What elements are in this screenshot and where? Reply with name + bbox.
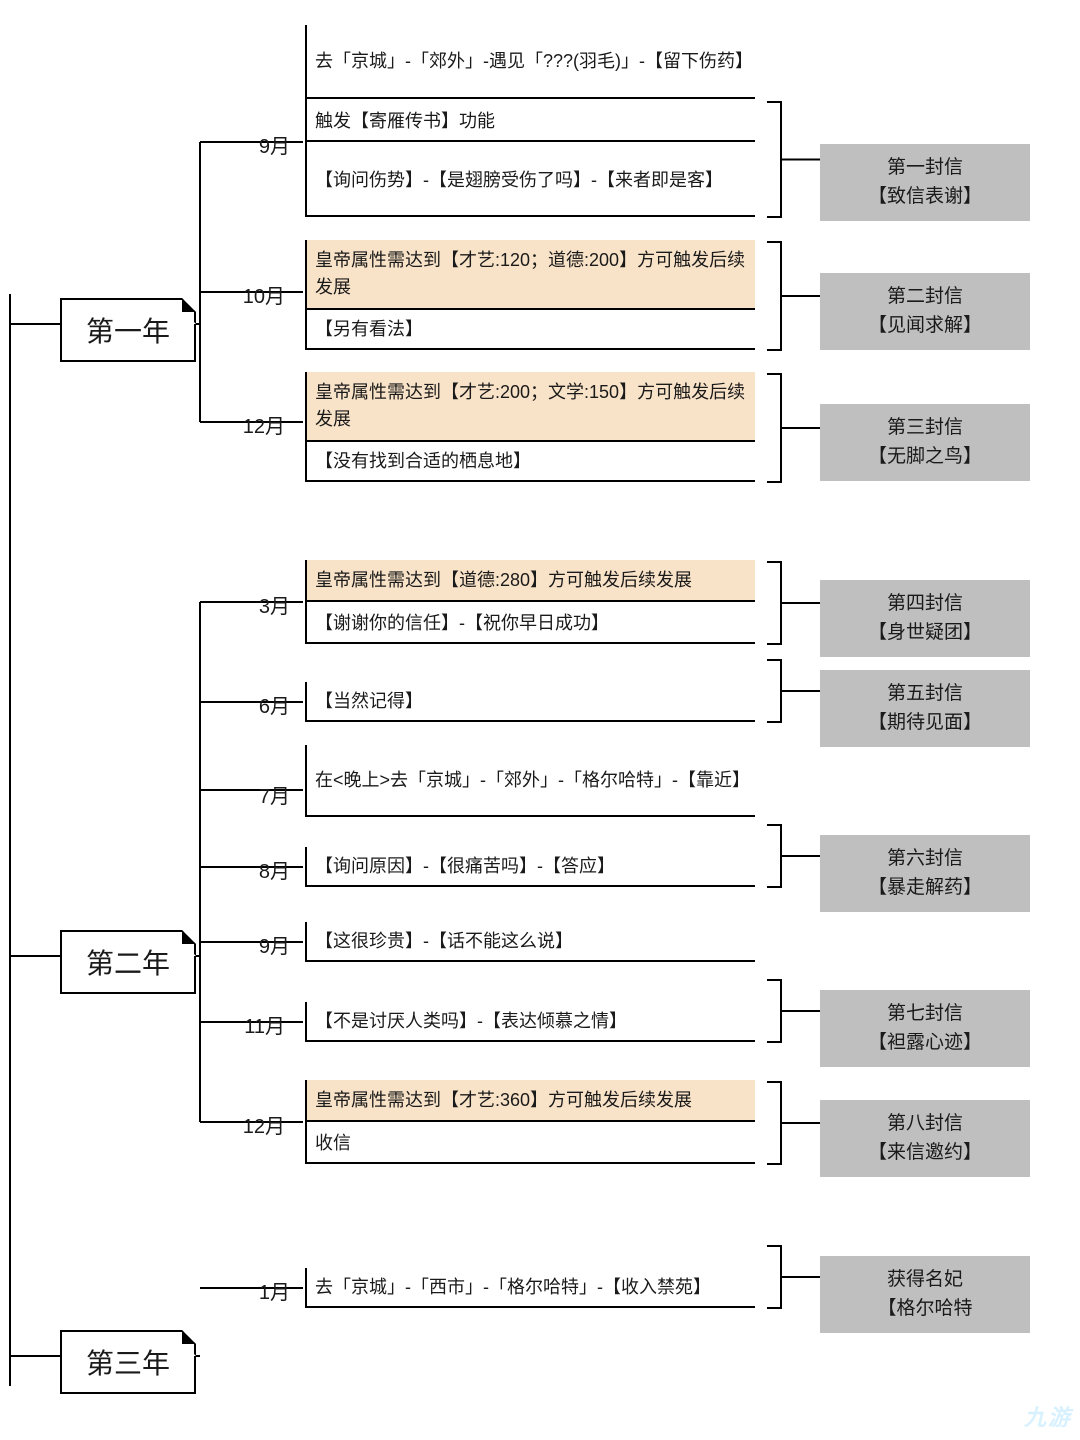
letter-subtitle: 【暴走解药】 (828, 874, 1022, 903)
watermark: 九游 (1024, 1400, 1072, 1432)
year-label: 第三年 (86, 1348, 170, 1379)
cell-text: 皇帝属性需达到【道德:280】方可触发后续发展 (315, 567, 692, 594)
letter-title: 第五封信 (828, 680, 1022, 709)
month-label: 6月 (240, 690, 290, 719)
letter-subtitle: 【袒露心迹】 (828, 1029, 1022, 1058)
cell-text: 去「京城」-「西市」-「格尔哈特」-【收入禁苑】 (315, 1274, 711, 1301)
cell-text: 皇帝属性需达到【才艺:120；道德:200】方可触发后续发展 (315, 247, 749, 301)
cell-text: 【谢谢你的信任】-【祝你早日成功】 (315, 610, 609, 637)
letter-box: 第八封信【来信邀约】 (820, 1100, 1030, 1177)
step-cell: 【询问伤势】-【是翅膀受伤了吗】-【来者即是客】 (305, 145, 755, 217)
month-label: 3月 (240, 590, 290, 619)
step-cell: 去「京城」-「郊外」-遇见「???(羽毛)」-【留下伤药】 (305, 25, 755, 99)
folded-corner-icon (182, 298, 196, 312)
letter-box: 第七封信【袒露心迹】 (820, 990, 1030, 1067)
letter-subtitle: 【见闻求解】 (828, 312, 1022, 341)
letter-title: 第六封信 (828, 845, 1022, 874)
letter-subtitle: 【格尔哈特 (828, 1295, 1022, 1324)
month-label: 9月 (240, 130, 290, 159)
step-cell: 【谢谢你的信任】-【祝你早日成功】 (305, 604, 755, 644)
step-cell: 去「京城」-「西市」-「格尔哈特」-【收入禁苑】 (305, 1268, 755, 1308)
letter-title: 第八封信 (828, 1110, 1022, 1139)
cell-text: 【询问伤势】-【是翅膀受伤了吗】-【来者即是客】 (315, 167, 723, 194)
year-label: 第一年 (86, 316, 170, 347)
month-label: 8月 (240, 855, 290, 884)
month-label: 12月 (235, 1110, 285, 1139)
year-box: 第二年 (60, 930, 196, 994)
letter-subtitle: 【无脚之鸟】 (828, 443, 1022, 472)
cell-text: 在<晚上>去「京城」-「郊外」-「格尔哈特」-【靠近】 (315, 767, 749, 794)
step-cell: 【另有看法】 (305, 310, 755, 350)
year-box: 第一年 (60, 298, 196, 362)
letter-box: 第四封信【身世疑团】 (820, 580, 1030, 657)
cell-text: 皇帝属性需达到【才艺:360】方可触发后续发展 (315, 1087, 692, 1114)
letter-subtitle: 【致信表谢】 (828, 183, 1022, 212)
year-label: 第二年 (86, 948, 170, 979)
letter-title: 第二封信 (828, 283, 1022, 312)
month-label: 7月 (240, 780, 290, 809)
folded-corner-icon (182, 930, 196, 944)
step-cell: 触发【寄雁传书】功能 (305, 102, 755, 142)
requirement-cell: 皇帝属性需达到【才艺:360】方可触发后续发展 (305, 1080, 755, 1122)
step-cell: 【这很珍贵】-【话不能这么说】 (305, 922, 755, 962)
letter-box: 第六封信【暴走解药】 (820, 835, 1030, 912)
cell-text: 收信 (315, 1130, 351, 1157)
letter-box: 第二封信【见闻求解】 (820, 273, 1030, 350)
letter-subtitle: 【期待见面】 (828, 709, 1022, 738)
letter-title: 获得名妃 (828, 1266, 1022, 1295)
month-label: 10月 (235, 280, 285, 309)
cell-text: 【这很珍贵】-【话不能这么说】 (315, 928, 573, 955)
cell-text: 【不是讨厌人类吗】-【表达倾慕之情】 (315, 1008, 627, 1035)
letter-subtitle: 【身世疑团】 (828, 619, 1022, 648)
step-cell: 【询问原因】-【很痛苦吗】-【答应】 (305, 847, 755, 887)
folded-corner-icon (182, 1330, 196, 1344)
letter-box: 第五封信【期待见面】 (820, 670, 1030, 747)
month-label: 9月 (240, 930, 290, 959)
step-cell: 【当然记得】 (305, 682, 755, 722)
requirement-cell: 皇帝属性需达到【才艺:120；道德:200】方可触发后续发展 (305, 240, 755, 310)
cell-text: 【询问原因】-【很痛苦吗】-【答应】 (315, 853, 615, 880)
cell-text: 【当然记得】 (315, 688, 423, 715)
letter-box: 第三封信【无脚之鸟】 (820, 404, 1030, 481)
month-label: 1月 (240, 1276, 290, 1305)
step-cell: 【没有找到合适的栖息地】 (305, 442, 755, 482)
letter-box: 获得名妃【格尔哈特 (820, 1256, 1030, 1333)
letter-title: 第四封信 (828, 590, 1022, 619)
letter-title: 第七封信 (828, 1000, 1022, 1029)
letter-title: 第一封信 (828, 154, 1022, 183)
step-cell: 在<晚上>去「京城」-「郊外」-「格尔哈特」-【靠近】 (305, 745, 755, 817)
letter-subtitle: 【来信邀约】 (828, 1139, 1022, 1168)
letter-box: 第一封信【致信表谢】 (820, 144, 1030, 221)
month-label: 11月 (235, 1010, 285, 1039)
cell-text: 皇帝属性需达到【才艺:200；文学:150】方可触发后续发展 (315, 379, 749, 433)
letter-title: 第三封信 (828, 414, 1022, 443)
step-cell: 收信 (305, 1124, 755, 1164)
year-box: 第三年 (60, 1330, 196, 1394)
cell-text: 【另有看法】 (315, 316, 423, 343)
month-label: 12月 (235, 410, 285, 439)
requirement-cell: 皇帝属性需达到【道德:280】方可触发后续发展 (305, 560, 755, 602)
cell-text: 去「京城」-「郊外」-遇见「???(羽毛)」-【留下伤药】 (315, 48, 749, 75)
requirement-cell: 皇帝属性需达到【才艺:200；文学:150】方可触发后续发展 (305, 372, 755, 442)
cell-text: 触发【寄雁传书】功能 (315, 108, 495, 135)
step-cell: 【不是讨厌人类吗】-【表达倾慕之情】 (305, 1002, 755, 1042)
cell-text: 【没有找到合适的栖息地】 (315, 448, 531, 475)
